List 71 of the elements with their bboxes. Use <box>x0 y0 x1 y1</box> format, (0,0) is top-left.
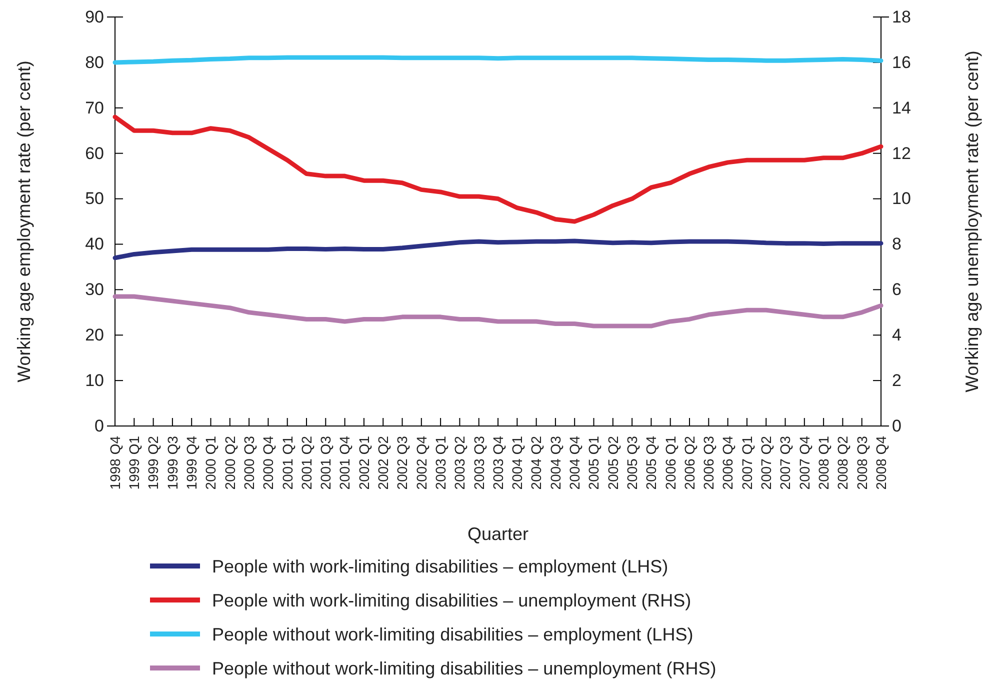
x-tick-label: 1999 Q3 <box>164 436 180 490</box>
y2-tick-label: 6 <box>892 280 902 300</box>
x-tick-label: 2003 Q1 <box>432 436 448 490</box>
x-tick-label: 2002 Q4 <box>413 436 430 490</box>
x-tick-label: 2008 Q4 <box>872 436 889 490</box>
x-tick-label: 2005 Q3 <box>624 436 640 490</box>
y2-tick-label: 12 <box>892 144 911 163</box>
y2-tick-label: 4 <box>892 326 902 345</box>
y-tick-label: 10 <box>85 370 104 390</box>
y-tick-label: 40 <box>85 234 104 254</box>
x-axis-title: Quarter <box>467 524 529 544</box>
x-tick-label: 2008 Q2 <box>834 436 851 490</box>
x-tick-label: 2002 Q2 <box>375 436 391 490</box>
x-tick-label: 2004 Q4 <box>566 436 582 490</box>
x-tick-label: 2007 Q4 <box>796 436 812 490</box>
x-tick-label: 2001 Q1 <box>279 436 296 490</box>
x-tick-label: 1999 Q2 <box>145 436 162 490</box>
y-tick-label: 90 <box>85 7 104 26</box>
x-tick-label: 1998 Q4 <box>106 436 123 490</box>
x-tick-label: 2007 Q2 <box>758 436 774 490</box>
x-tick-label: 2001 Q2 <box>298 436 314 490</box>
y-axis-title: Working age employment rate (per cent) <box>14 60 34 382</box>
x-tick-label: 2008 Q1 <box>815 436 832 490</box>
x-tick-label: 2006 Q3 <box>700 436 717 490</box>
y2-tick-label: 2 <box>892 370 902 390</box>
legend-label: People without work-limiting disabilities – employment (LHS) <box>212 624 694 644</box>
legend-label: People with work-limiting disabilities – unemployment (RHS) <box>212 590 692 610</box>
x-tick-label: 2004 Q2 <box>528 436 544 490</box>
x-tick-label: 2005 Q1 <box>586 436 602 490</box>
y-tick-label: 70 <box>85 98 104 118</box>
x-tick-label: 2006 Q4 <box>720 436 736 490</box>
y-tick-label: 20 <box>85 326 104 345</box>
y-tick-label: 80 <box>85 52 104 72</box>
x-tick-label: 2004 Q3 <box>547 436 564 490</box>
y2-tick-label: 16 <box>892 52 911 72</box>
line-series <box>112 238 884 260</box>
y2-tick-label: 10 <box>892 189 911 208</box>
x-tick-label: 2000 Q2 <box>222 436 238 490</box>
line-series <box>112 294 884 328</box>
y-tick-label: 0 <box>94 416 104 436</box>
x-tick-label: 2006 Q2 <box>681 436 698 490</box>
x-tick-label: 2000 Q4 <box>260 436 276 490</box>
x-tick-label: 2003 Q3 <box>470 436 487 490</box>
line-series <box>112 114 884 224</box>
x-tick-label: 2005 Q2 <box>604 436 621 490</box>
x-tick-label: 2004 Q1 <box>509 436 526 490</box>
legend-label: People without work-limiting disabilities – unemployment (RHS) <box>212 658 716 678</box>
x-tick-label: 2000 Q3 <box>240 436 257 490</box>
x-tick-label: 2002 Q3 <box>394 436 410 490</box>
y2-tick-label: 18 <box>892 7 911 26</box>
x-tick-label: 1999 Q1 <box>126 436 142 490</box>
x-tick-label: 2005 Q4 <box>643 436 660 490</box>
x-tick-label: 2007 Q1 <box>738 436 755 490</box>
legend-label: People with work-limiting disabilities – employment (LHS) <box>212 556 668 576</box>
x-tick-label: 2000 Q1 <box>202 436 219 490</box>
y-tick-label: 50 <box>85 189 104 208</box>
x-tick-label: 1999 Q4 <box>184 436 200 490</box>
x-tick-label: 2003 Q2 <box>452 436 468 490</box>
x-tick-label: 2001 Q4 <box>336 436 353 490</box>
x-tick-label: 2008 Q3 <box>854 436 870 490</box>
x-tick-label: 2003 Q4 <box>490 436 506 490</box>
y2-tick-label: 0 <box>892 416 902 436</box>
x-tick-label: 2006 Q1 <box>662 436 678 490</box>
x-tick-label: 2007 Q3 <box>777 436 794 490</box>
y-tick-label: 60 <box>85 144 104 163</box>
y2-axis-title: Working age unemployment rate (per cent) <box>962 50 982 392</box>
y2-tick-label: 14 <box>892 98 911 118</box>
x-tick-label: 2001 Q3 <box>318 436 334 490</box>
x-tick-label: 2002 Q1 <box>356 436 372 490</box>
y-tick-label: 30 <box>85 280 104 300</box>
y2-tick-label: 8 <box>892 234 902 254</box>
